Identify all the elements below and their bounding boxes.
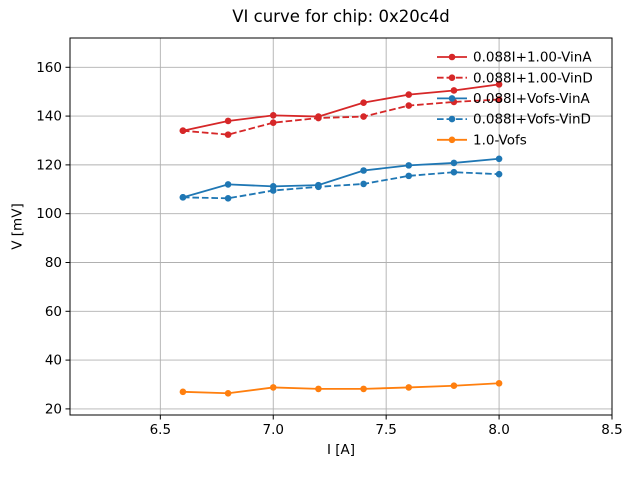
data-point <box>179 388 187 396</box>
data-point <box>360 385 367 393</box>
x-tick-label: 7.0 <box>263 422 284 438</box>
data-point <box>360 113 367 120</box>
data-point <box>269 112 277 119</box>
data-point <box>405 172 413 180</box>
legend-marker <box>448 74 456 81</box>
axis-ticks <box>65 66 613 420</box>
data-point <box>405 91 413 98</box>
data-point <box>179 127 187 135</box>
data-point <box>450 159 458 167</box>
y-tick-label: 60 <box>45 304 62 320</box>
data-point <box>360 180 367 188</box>
data-point <box>360 99 367 106</box>
data-point <box>269 384 277 391</box>
x-axis-label: I [A] <box>326 442 356 458</box>
data-point <box>360 167 367 174</box>
data-point <box>224 181 232 188</box>
series-4-line <box>179 379 503 397</box>
legend-entry: 1.0-Vofs <box>437 132 527 148</box>
y-tick-label: 120 <box>36 157 62 173</box>
data-point <box>405 162 413 169</box>
y-tick-label: 80 <box>45 255 62 271</box>
data-point <box>495 379 503 387</box>
x-tick-label: 7.5 <box>375 422 396 438</box>
x-tick-label: 6.5 <box>150 422 171 438</box>
data-point <box>224 117 232 125</box>
legend-marker <box>448 53 456 61</box>
data-point <box>495 96 503 103</box>
legend-label: 1.0-Vofs <box>473 132 527 148</box>
series-1-line <box>179 96 503 138</box>
chart-title: VI curve for chip: 0x20c4d <box>232 7 450 26</box>
series-3-line <box>179 168 503 202</box>
data-point <box>450 168 458 176</box>
data-point <box>269 187 277 194</box>
legend-label: 0.088I+Vofs-VinA <box>473 91 590 107</box>
data-point <box>495 170 503 178</box>
tick-labels: 6.5 7.0 7.5 8.0 8.5 20 40 60 80 100 120 140 160 <box>36 60 623 438</box>
legend-entry: 0.088I+Vofs-VinA <box>437 91 590 107</box>
legend-entry: 0.088I+Vofs-VinD <box>437 112 591 128</box>
plot-border <box>69 37 613 416</box>
data-point <box>179 194 187 201</box>
legend-marker <box>448 115 456 123</box>
data-point <box>269 119 277 126</box>
data-point <box>495 155 503 163</box>
data-point <box>315 183 322 191</box>
legend: 0.088I+1.00-VinA 0.088I+1.00-VinD 0.088I+V… <box>437 50 593 148</box>
legend-label: 0.088I+1.00-VinA <box>473 50 592 66</box>
y-tick-label: 160 <box>36 60 62 76</box>
data-point <box>495 81 503 88</box>
legend-entry: 0.088I+1.00-VinD <box>437 70 593 86</box>
legend-marker <box>448 136 456 144</box>
data-point <box>450 87 458 94</box>
data-point <box>224 195 232 202</box>
x-tick-label: 8.0 <box>488 422 509 438</box>
y-tick-label: 100 <box>36 206 62 222</box>
y-tick-label: 20 <box>45 401 62 417</box>
legend-label: 0.088I+Vofs-VinD <box>473 112 591 128</box>
data-point <box>315 385 322 393</box>
series-2-line <box>179 155 503 201</box>
x-tick-label: 8.5 <box>601 422 622 438</box>
data-point <box>405 102 413 109</box>
data-point <box>405 384 413 391</box>
legend-marker <box>448 95 456 102</box>
y-tick-label: 140 <box>36 109 62 125</box>
series-0-line <box>179 81 503 135</box>
data-point <box>450 382 458 390</box>
y-tick-label: 40 <box>45 353 62 369</box>
y-axis-label: V [mV] <box>9 203 26 250</box>
data-point <box>224 131 232 138</box>
legend-entry: 0.088I+1.00-VinA <box>437 50 592 66</box>
legend-label: 0.088I+1.00-VinD <box>473 70 593 86</box>
data-point <box>224 389 232 397</box>
data-point <box>315 114 322 122</box>
